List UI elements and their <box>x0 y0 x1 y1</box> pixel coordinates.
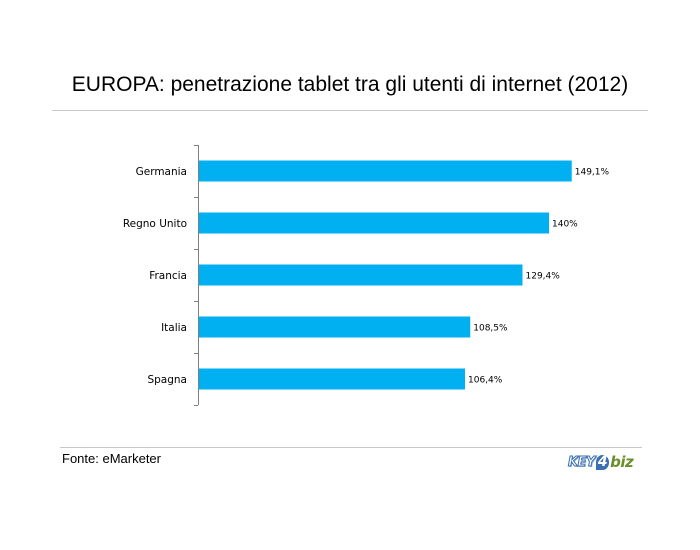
value-label: 106,4% <box>468 376 503 386</box>
value-label: 108,5% <box>473 324 508 334</box>
bar-germania <box>199 160 572 182</box>
key4biz-logo: KEY 4 biz <box>568 453 634 471</box>
source-note: Fonte: eMarketer <box>62 451 161 466</box>
category-label: Spagna <box>147 374 187 386</box>
value-label: 140% <box>552 220 578 230</box>
category-label: Regno Unito <box>123 218 187 230</box>
footer-divider <box>60 447 642 448</box>
category-label: Germania <box>136 166 187 178</box>
bar-francia <box>199 264 523 286</box>
value-label: 129,4% <box>526 272 561 282</box>
value-label: 149,1% <box>575 168 610 178</box>
chart-title: EUROPA: penetrazione tablet tra gli uten… <box>71 73 629 96</box>
bar-spagna <box>199 368 465 390</box>
title-divider <box>52 110 648 111</box>
category-label: Italia <box>161 322 187 334</box>
category-label: Francia <box>149 270 187 282</box>
bar-italia <box>199 316 471 338</box>
bar-regno-unito <box>199 212 549 234</box>
